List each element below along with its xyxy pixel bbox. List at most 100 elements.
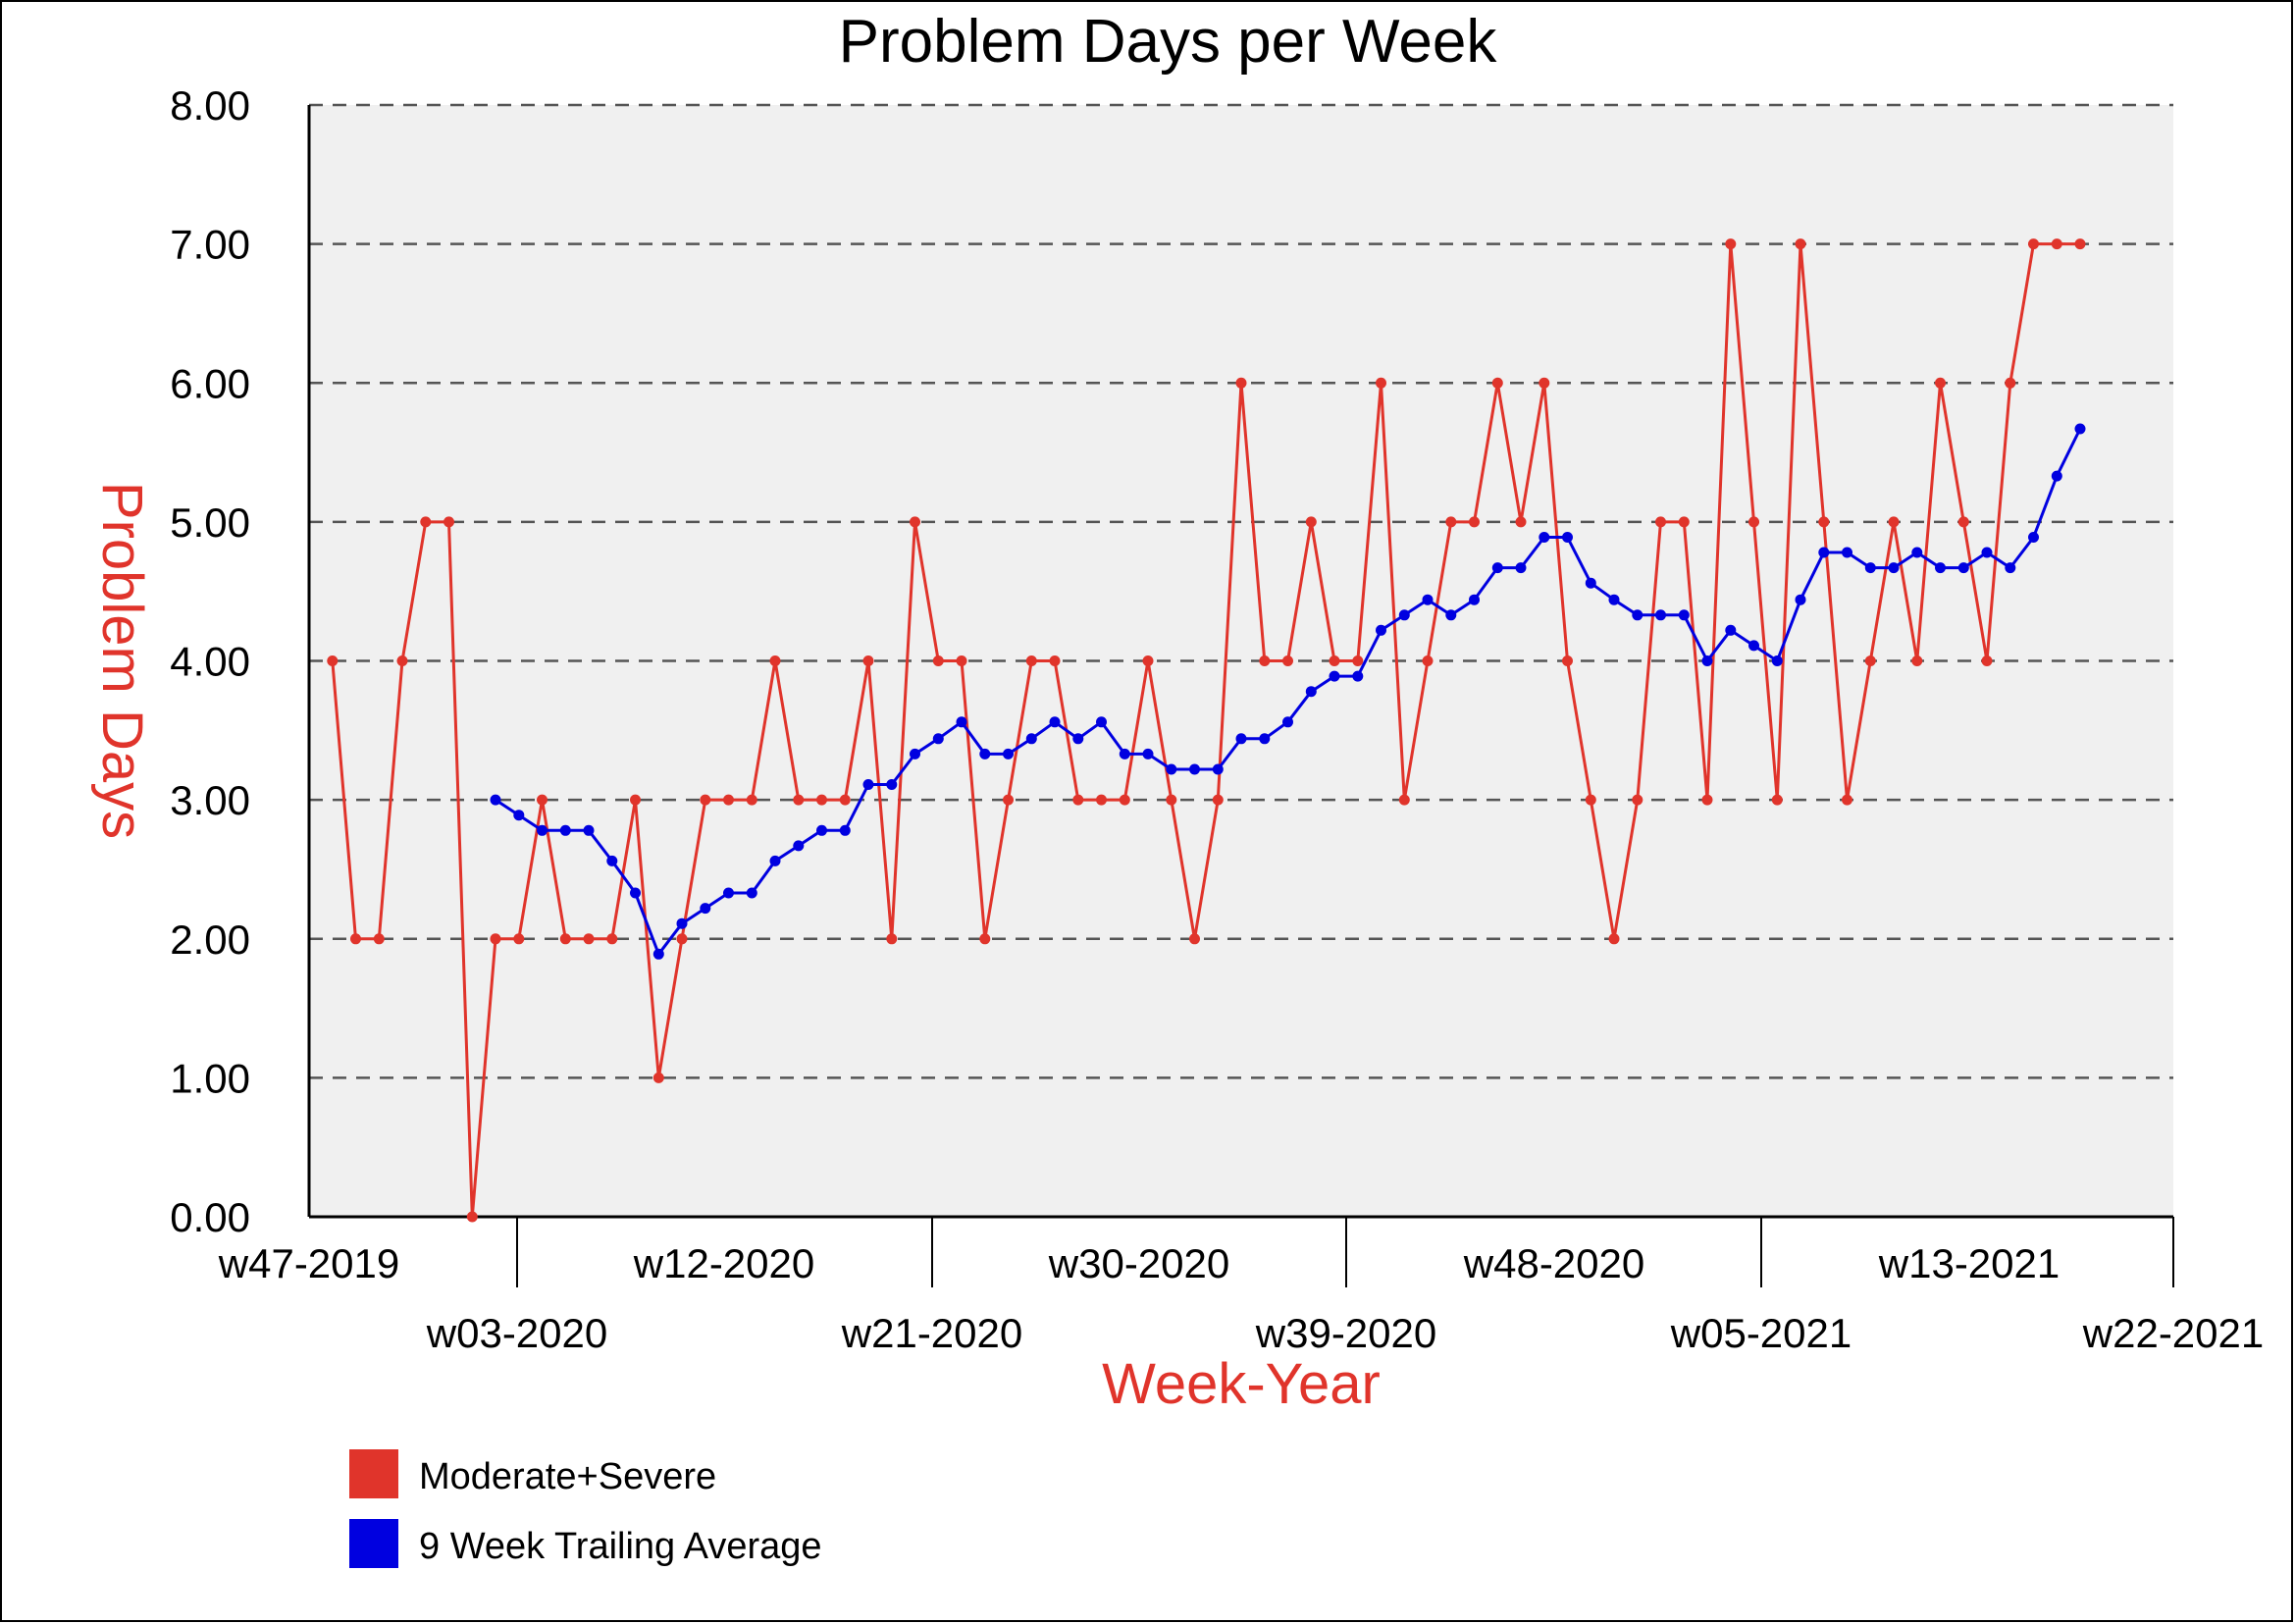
data-point xyxy=(1003,748,1014,760)
data-point xyxy=(2028,532,2039,543)
data-point xyxy=(1562,655,1573,666)
data-point xyxy=(1864,655,1876,666)
data-point xyxy=(2074,423,2086,435)
x-axis-ticks: w47-2019 w03-2020 w12-2020 w21-2020 w30-2020… xyxy=(218,1217,2264,1356)
data-point xyxy=(1608,594,1620,605)
data-point xyxy=(1235,733,1247,745)
data-point xyxy=(1212,763,1224,775)
data-point xyxy=(862,655,874,666)
x-tick-label: w21-2020 xyxy=(841,1310,1022,1356)
data-point xyxy=(1888,562,1900,574)
data-point xyxy=(652,948,664,960)
data-point xyxy=(1282,655,1293,666)
data-point xyxy=(1539,377,1550,389)
data-point xyxy=(932,655,944,666)
data-point xyxy=(1701,655,1713,666)
y-axis-ticks: 0.00 1.00 2.00 3.00 4.00 5.00 6.00 7.00 8.00 xyxy=(170,82,250,1240)
y-tick-label: 7.00 xyxy=(170,222,250,268)
data-point xyxy=(373,933,385,945)
data-point xyxy=(1678,516,1690,528)
legend-label: 9 Week Trailing Average xyxy=(419,1526,822,1567)
data-point xyxy=(1189,763,1200,775)
data-point xyxy=(1212,794,1224,806)
y-tick-label: 0.00 xyxy=(170,1194,250,1240)
data-point xyxy=(420,516,432,528)
data-point xyxy=(769,855,781,866)
data-point xyxy=(1235,377,1247,389)
data-point xyxy=(1491,377,1503,389)
data-point xyxy=(1748,640,1759,652)
x-tick-label: w03-2020 xyxy=(426,1310,607,1356)
data-point xyxy=(1305,516,1317,528)
data-point xyxy=(839,794,851,806)
data-point xyxy=(2074,238,2086,250)
data-point xyxy=(1585,794,1596,806)
data-point xyxy=(1445,609,1457,621)
data-point xyxy=(1072,794,1084,806)
x-tick-label: w47-2019 xyxy=(218,1240,399,1286)
data-point xyxy=(1305,686,1317,698)
data-point xyxy=(886,933,898,945)
data-point xyxy=(1025,733,1037,745)
data-point xyxy=(1632,794,1643,806)
y-tick-label: 1.00 xyxy=(170,1055,250,1101)
data-point xyxy=(1842,794,1852,806)
data-point xyxy=(1608,933,1620,945)
data-point xyxy=(1515,562,1527,574)
y-tick-label: 3.00 xyxy=(170,777,250,823)
data-point xyxy=(910,748,920,760)
data-point xyxy=(839,824,851,836)
data-point xyxy=(676,933,688,945)
data-point xyxy=(1398,794,1410,806)
data-point xyxy=(723,794,734,806)
data-point xyxy=(1142,748,1154,760)
data-point xyxy=(1049,655,1061,666)
data-point xyxy=(1003,794,1014,806)
y-tick-label: 2.00 xyxy=(170,917,250,963)
data-point xyxy=(1562,532,1573,543)
data-point xyxy=(2028,238,2039,250)
data-point xyxy=(1096,716,1107,728)
data-point xyxy=(1957,516,1969,528)
data-point xyxy=(1818,516,1830,528)
data-point xyxy=(1329,655,1340,666)
data-point xyxy=(723,887,734,899)
data-point xyxy=(1678,609,1690,621)
data-point xyxy=(606,855,618,866)
data-point xyxy=(1701,794,1713,806)
data-point xyxy=(1259,733,1271,745)
chart-title: Problem Days per Week xyxy=(839,8,1498,76)
data-point xyxy=(1515,516,1527,528)
data-point xyxy=(1957,562,1969,574)
x-tick-label: w13-2021 xyxy=(1878,1240,2060,1286)
data-point xyxy=(1539,532,1550,543)
data-point xyxy=(630,887,641,899)
data-point xyxy=(1818,547,1830,558)
x-tick-label: w05-2021 xyxy=(1670,1310,1852,1356)
data-point xyxy=(1491,562,1503,574)
data-point xyxy=(1469,516,1480,528)
y-tick-label: 4.00 xyxy=(170,639,250,685)
data-point xyxy=(746,887,757,899)
data-point xyxy=(583,933,595,945)
data-point xyxy=(1748,516,1759,528)
data-point xyxy=(1142,655,1154,666)
data-point xyxy=(606,933,618,945)
data-point xyxy=(1422,594,1434,605)
data-point xyxy=(816,824,827,836)
data-point xyxy=(1725,238,1737,250)
legend-swatch xyxy=(349,1519,398,1568)
data-point xyxy=(1025,655,1037,666)
data-point xyxy=(537,824,548,836)
data-point xyxy=(1864,562,1876,574)
data-point xyxy=(630,794,641,806)
data-point xyxy=(396,655,408,666)
data-point xyxy=(886,779,898,790)
data-point xyxy=(793,840,805,852)
x-tick-label: w22-2021 xyxy=(2082,1310,2264,1356)
data-point xyxy=(1771,655,1783,666)
data-point xyxy=(932,733,944,745)
data-point xyxy=(1655,516,1666,528)
data-point xyxy=(559,933,571,945)
data-point xyxy=(1376,624,1386,636)
